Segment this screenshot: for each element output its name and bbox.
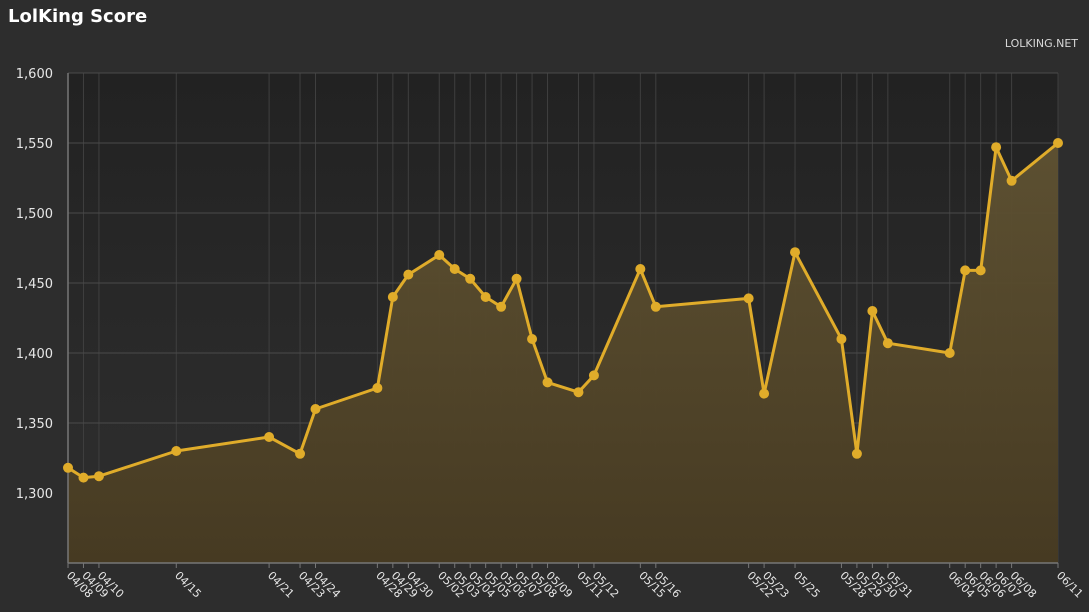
data-point <box>944 348 955 358</box>
x-tick-label: 04/21 <box>265 569 297 601</box>
data-point <box>790 247 801 258</box>
x-tick-label: 04/15 <box>172 569 204 601</box>
y-tick-label: 1,550 <box>16 137 53 152</box>
data-point <box>63 462 73 473</box>
x-tick-label: 06/11 <box>1054 569 1086 601</box>
data-point <box>882 338 893 349</box>
y-tick-label: 1,400 <box>16 347 53 362</box>
source-credit: LOLKING.NET <box>1004 37 1078 50</box>
x-tick-label: 05/25 <box>791 569 823 601</box>
data-point <box>588 370 599 381</box>
y-tick-label: 1,450 <box>16 277 53 292</box>
y-tick-label: 1,350 <box>16 417 53 432</box>
data-point <box>975 265 986 276</box>
data-point <box>93 471 104 482</box>
data-point <box>434 250 445 260</box>
data-point <box>635 264 646 274</box>
data-point <box>310 404 321 414</box>
data-point <box>372 383 383 393</box>
chart-title: LolKing Score <box>8 6 148 27</box>
data-point <box>480 292 491 302</box>
data-point <box>759 388 770 399</box>
data-point <box>496 301 507 312</box>
y-tick-labels: 1,300 1,350 1,400 1,450 1,500 1,550 1,600 <box>16 67 53 502</box>
data-point <box>1053 138 1063 148</box>
data-point <box>449 264 460 274</box>
data-point <box>78 472 89 483</box>
y-tick-label: 1,300 <box>16 487 53 502</box>
data-point <box>527 334 538 344</box>
data-point <box>511 273 522 284</box>
y-tick-label: 1,600 <box>16 67 53 82</box>
data-point <box>171 446 182 456</box>
data-point <box>867 306 878 316</box>
data-point <box>387 292 398 302</box>
data-point <box>743 293 754 304</box>
y-tick-label: 1,500 <box>16 207 53 222</box>
data-point <box>403 269 414 280</box>
data-point <box>960 265 971 276</box>
data-point <box>573 387 584 398</box>
data-points <box>63 138 1063 483</box>
area-fill <box>68 143 1058 563</box>
data-point <box>836 334 847 344</box>
data-point <box>264 432 275 442</box>
data-point <box>650 301 661 312</box>
data-point <box>295 448 306 459</box>
data-point <box>851 448 862 459</box>
data-point <box>1006 175 1017 186</box>
data-point <box>991 142 1002 153</box>
data-point <box>542 377 553 388</box>
data-point <box>465 273 476 284</box>
